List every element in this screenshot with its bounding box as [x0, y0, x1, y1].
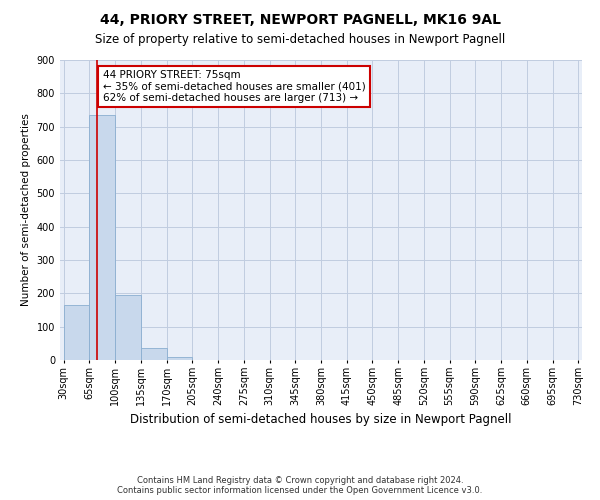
X-axis label: Distribution of semi-detached houses by size in Newport Pagnell: Distribution of semi-detached houses by …: [130, 414, 512, 426]
Bar: [115, 295, 141, 360]
Bar: [64, 305, 89, 360]
Bar: [141, 348, 167, 360]
Text: Contains HM Land Registry data © Crown copyright and database right 2024.
Contai: Contains HM Land Registry data © Crown c…: [118, 476, 482, 495]
Y-axis label: Number of semi-detached properties: Number of semi-detached properties: [21, 114, 31, 306]
Text: 44 PRIORY STREET: 75sqm
← 35% of semi-detached houses are smaller (401)
62% of s: 44 PRIORY STREET: 75sqm ← 35% of semi-de…: [103, 70, 365, 103]
Text: 44, PRIORY STREET, NEWPORT PAGNELL, MK16 9AL: 44, PRIORY STREET, NEWPORT PAGNELL, MK16…: [100, 12, 500, 26]
Bar: [167, 356, 193, 360]
Text: Size of property relative to semi-detached houses in Newport Pagnell: Size of property relative to semi-detach…: [95, 32, 505, 46]
Bar: [89, 115, 115, 360]
